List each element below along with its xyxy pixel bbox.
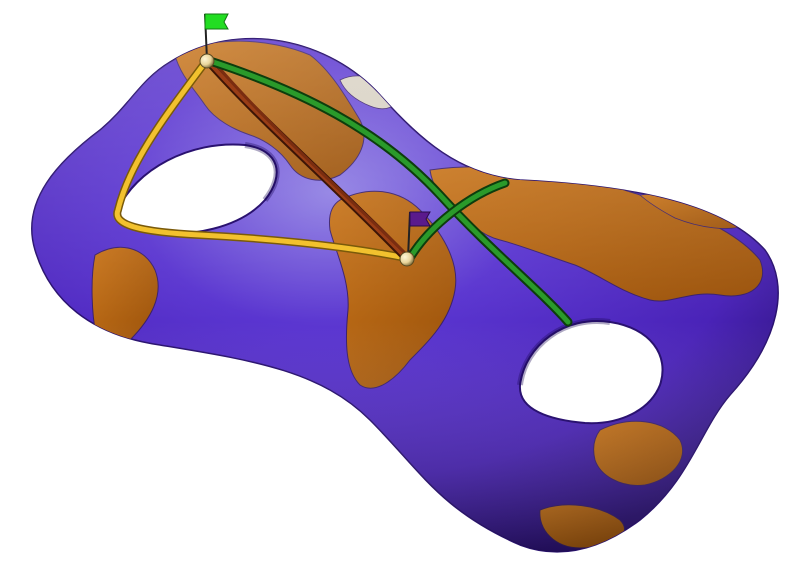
marker-end bbox=[399, 211, 431, 267]
end-point-icon bbox=[399, 251, 415, 267]
surface-shading bbox=[31, 38, 779, 552]
marker-start bbox=[199, 13, 229, 69]
green-path-loop-highlight bbox=[407, 180, 508, 261]
hole-right-inner-rim bbox=[517, 318, 611, 386]
yellow-path-highlight bbox=[114, 57, 409, 261]
brown-path-second-strand bbox=[212, 60, 412, 260]
hole-left-inner-rim bbox=[244, 142, 280, 202]
geodesic-paths bbox=[113, 55, 573, 327]
hole-right bbox=[518, 320, 664, 425]
brown-path-highlight bbox=[205, 58, 408, 260]
purple-flag-icon bbox=[409, 211, 431, 227]
start-point-icon bbox=[199, 53, 215, 69]
surface-holes bbox=[115, 142, 664, 425]
green-flag-icon bbox=[204, 13, 229, 30]
green-path-highlight bbox=[204, 57, 571, 325]
